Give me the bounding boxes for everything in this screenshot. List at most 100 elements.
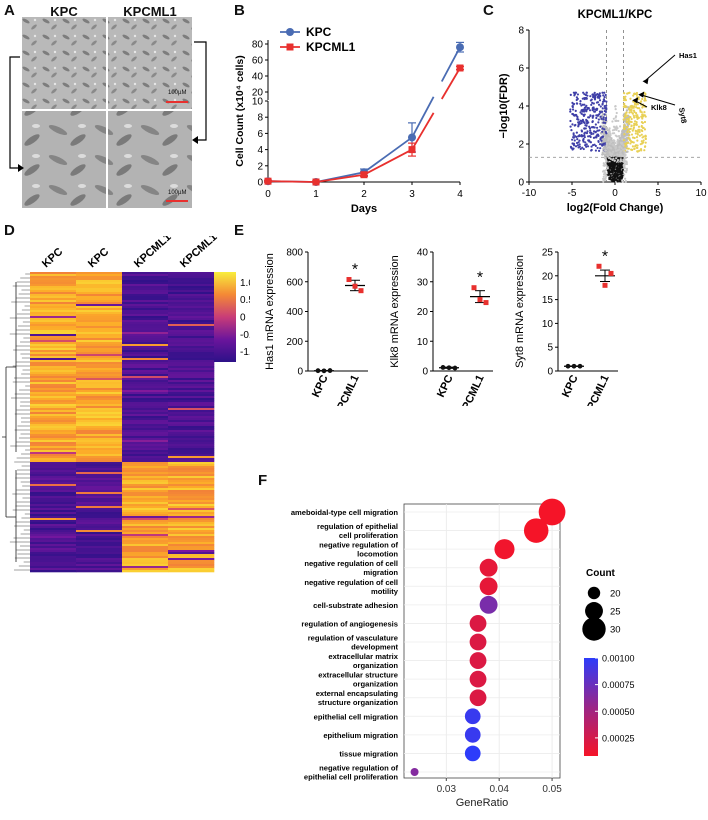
gene-point-up [633,122,636,125]
heatmap-cell [122,526,169,529]
gene-point-up [625,125,628,129]
heatmap-cell [122,324,169,327]
heatmap-cell [168,506,215,509]
gene-point-down [573,139,576,142]
heatmap-cell [122,366,169,369]
heatmap-cell [76,336,123,339]
heatmap-cell [168,282,215,285]
heatmap-cell [122,528,169,531]
gene-point-down [570,129,573,132]
heatmap-cell [122,410,169,413]
gene-point-down [605,100,608,103]
x-tick-label: 0.04 [489,784,509,795]
heatmap-cell [76,346,123,349]
heatmap-cell [30,476,77,479]
heatmap-cell [168,560,215,563]
gene-point [615,157,618,160]
gene-point [604,158,608,161]
heatmap-cell [168,546,215,549]
heatmap-cell [30,548,77,551]
heatmap-cell [122,404,169,407]
go-term-label-line: extracellular matrix [328,652,398,661]
heatmap-cell [76,432,123,435]
heatmap-cell [76,546,123,549]
heatmap-cell [168,340,215,343]
heatmap-cell [30,362,77,365]
gene-point-up [624,98,627,101]
heatmap-cell [122,476,169,479]
gene-point [625,133,628,136]
gene-point-down [577,141,580,144]
go-term-label: regulation of vasculature development [308,634,399,652]
heatmap-cell [168,326,215,329]
heatmap-column-label: KPC [86,246,111,270]
heatmap-cell [76,562,123,565]
gene-point-up [635,136,639,139]
heatmap-cell [122,328,169,331]
gene-point-down [596,133,600,136]
gene-point-down [596,96,600,99]
gene-point [615,149,618,152]
gene-point-up [633,136,636,140]
heatmap-cell [122,356,169,359]
gene-point-ns [607,171,610,174]
heatmap-cell [168,272,215,275]
heatmap-cell [122,522,169,525]
heatmap-cell [76,396,123,399]
heatmap-cell [30,500,77,503]
data-point [565,363,571,369]
heatmap-cell [122,524,169,527]
gene-point [602,138,605,141]
heatmap-cell [30,280,77,283]
heatmap-cell [76,358,123,361]
zoom-arrow-left [18,164,24,172]
gene-point [619,150,622,153]
heatmap-cell [76,482,123,485]
heatmap-cell [30,562,77,565]
syt8-dotplot: 0 5 10 15 20 25 Syt8 mRNA expression KPC KPCML1 * [514,248,618,406]
gene-point-up [640,121,644,124]
data-point [471,285,477,291]
y-tick-label: 20 [542,271,554,282]
gene-point-down [586,130,589,133]
heatmap-cell [76,368,123,371]
gene-point [622,144,625,147]
heatmap-cell [122,496,169,499]
heatmap-cell [30,358,77,361]
series-kpcml1 [264,64,464,186]
heatmap-cell [30,278,77,281]
heatmap-cell [122,360,169,363]
y-tick-label: 8 [257,113,263,124]
heatmap-cell [30,490,77,493]
gene-point-up [639,143,642,146]
heatmap-cell [30,356,77,359]
gene-point [602,164,605,167]
gene-point [602,173,606,176]
gene-point-down [585,97,588,100]
heatmap-cell [122,278,169,281]
gene-point-down [600,117,603,120]
gene-point [620,153,623,156]
gene-point-up [633,105,636,108]
heatmap-cell [76,400,123,403]
heatmap-cell [76,354,123,357]
heatmap-cell [76,310,123,313]
data-point [346,277,352,283]
heatmap-cell [76,282,123,285]
gene-point-up [640,125,643,128]
gene-point-ns [608,173,611,176]
heatmap-cell [168,530,215,533]
y-tick-label: 6 [257,129,263,140]
gene-point-up [628,130,631,133]
heatmap-cell [168,342,215,345]
heatmap-cell [76,294,123,297]
gene-point-up [626,120,630,123]
heatmap-cell [168,358,215,361]
legend-label: KPC [306,25,332,39]
heatmap-cell [30,492,77,495]
heatmap-cell [122,502,169,505]
y-tick-label: 5 [547,343,553,354]
heatmap-cell [76,516,123,519]
gene-point-down [597,103,601,106]
heatmap-cell [30,536,77,539]
